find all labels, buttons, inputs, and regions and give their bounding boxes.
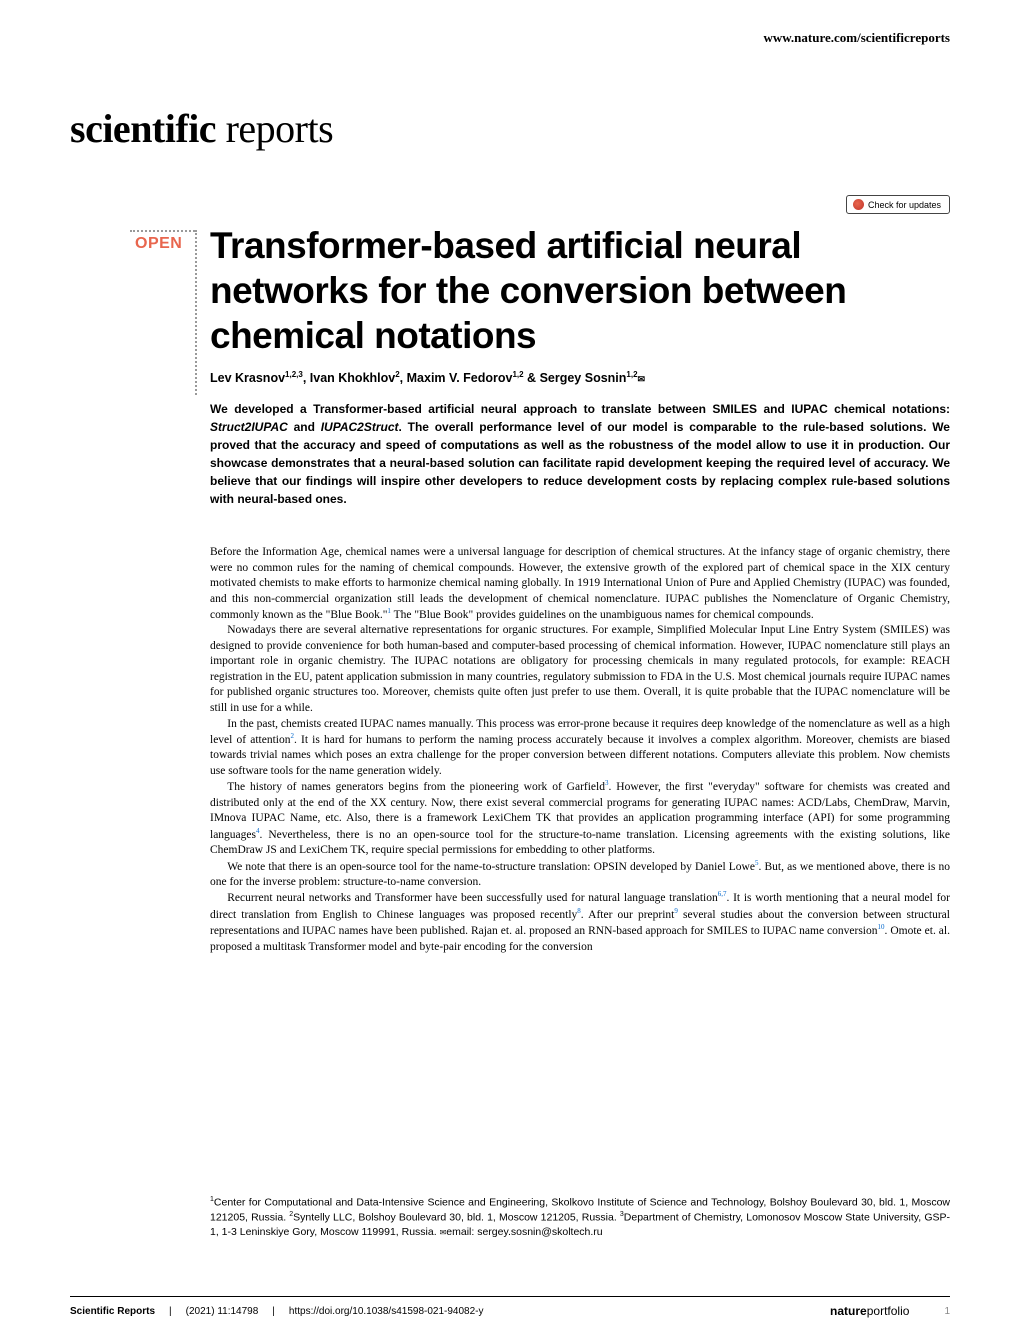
abstract-iupac2struct: IUPAC2Struct [321, 420, 399, 434]
article-body: Before the Information Age, chemical nam… [210, 545, 950, 955]
abstract: We developed a Transformer-based artific… [210, 400, 950, 508]
author-4: Sergey Sosnin [540, 371, 627, 385]
check-updates-button[interactable]: Check for updates [846, 195, 950, 214]
footer-journal: Scientific Reports [70, 1306, 155, 1317]
body-para-3: In the past, chemists created IUPAC name… [210, 717, 950, 780]
corresponding-icon: ✉ [638, 374, 646, 384]
affiliations: 1Center for Computational and Data-Inten… [210, 1195, 950, 1240]
open-access-badge: OPEN [135, 235, 182, 253]
dotted-border-top [130, 230, 195, 232]
abstract-text-1b: and [288, 420, 321, 434]
author-2-aff: 2 [395, 370, 399, 379]
article-title: Transformer-based artificial neural netw… [210, 223, 950, 358]
body-para-5: We note that there is an open-source too… [210, 859, 950, 891]
body-para-4: The history of names generators begins f… [210, 779, 950, 858]
author-1-aff: 1,2,3 [285, 370, 303, 379]
page-number: 1 [944, 1306, 950, 1317]
body-para-6: Recurrent neural networks and Transforme… [210, 890, 950, 955]
footer-doi: https://doi.org/10.1038/s41598-021-94082… [289, 1306, 484, 1317]
check-updates-label: Check for updates [868, 200, 941, 210]
author-list: Lev Krasnov1,2,3, Ivan Khokhlov2, Maxim … [210, 370, 950, 385]
journal-name-light: reports [216, 106, 333, 151]
author-2: Ivan Khokhlov [310, 371, 395, 385]
footer-citation: (2021) 11:14798 [186, 1306, 259, 1317]
page-footer: Scientific Reports | (2021) 11:14798 | h… [70, 1296, 950, 1318]
nature-portfolio-logo: natureportfolio [830, 1304, 909, 1318]
footer-right: natureportfolio 1 [830, 1304, 950, 1318]
dotted-border-left [195, 230, 197, 395]
author-4-aff: 1,2 [626, 370, 637, 379]
email-label: email: [446, 1226, 477, 1238]
body-para-1: Before the Information Age, chemical nam… [210, 545, 950, 623]
ref-10[interactable]: 10 [878, 923, 885, 931]
journal-logo: scientific reports [70, 105, 333, 152]
journal-url: www.nature.com/scientificreports [763, 30, 950, 46]
corresponding-email: sergey.sosnin@skoltech.ru [477, 1226, 602, 1238]
author-3: Maxim V. Fedorov [407, 371, 513, 385]
abstract-struct2iupac: Struct2IUPAC [210, 420, 288, 434]
check-updates-icon [853, 199, 864, 210]
author-1: Lev Krasnov [210, 371, 285, 385]
abstract-text-1a: We developed a Transformer-based artific… [210, 402, 950, 416]
journal-name-bold: scientific [70, 106, 216, 151]
footer-left: Scientific Reports | (2021) 11:14798 | h… [70, 1306, 484, 1317]
author-3-aff: 1,2 [512, 370, 523, 379]
body-para-2: Nowadays there are several alternative r… [210, 623, 950, 716]
aff-2: Syntelly LLC, Bolshoy Boulevard 30, bld.… [293, 1212, 620, 1224]
